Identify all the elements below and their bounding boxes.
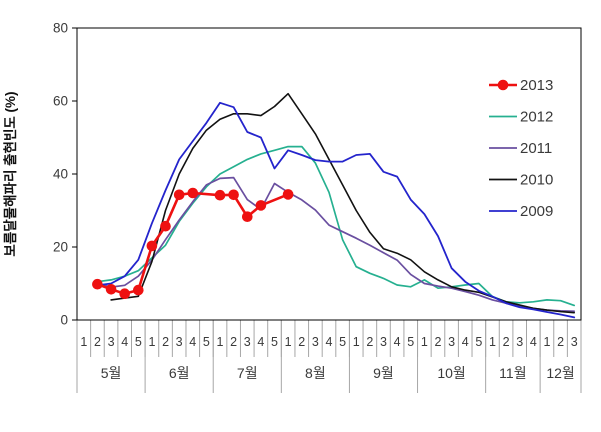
series-2010 bbox=[110, 92, 575, 314]
data-point-marker bbox=[228, 189, 239, 201]
x-tick-label: 2 bbox=[434, 335, 441, 349]
x-tick-label: 2 bbox=[94, 335, 101, 349]
month-label: 7월 bbox=[237, 365, 258, 381]
x-tick-label: 3 bbox=[244, 335, 251, 349]
x-tick-label: 3 bbox=[176, 335, 183, 349]
y-axis: 0 20 40 60 80 bbox=[53, 21, 77, 328]
series-2009 bbox=[96, 101, 576, 319]
x-tick-label: 5 bbox=[203, 335, 210, 349]
x-tick-label: 5 bbox=[339, 335, 346, 349]
y-tick-label: 60 bbox=[53, 94, 68, 109]
x-tick-label: 4 bbox=[257, 335, 264, 349]
x-tick-label: 3 bbox=[448, 335, 455, 349]
month-label: 5월 bbox=[101, 365, 122, 381]
x-tick-label: 1 bbox=[217, 335, 224, 349]
month-label: 8월 bbox=[305, 365, 326, 381]
x-tick-label: 4 bbox=[326, 335, 333, 349]
data-point-marker bbox=[255, 200, 267, 211]
x-tick-label: 1 bbox=[489, 335, 496, 349]
month-label: 10월 bbox=[437, 365, 465, 381]
x-tick-label: 1 bbox=[421, 335, 428, 349]
x-tick-label: 4 bbox=[121, 335, 128, 349]
y-tick-label: 40 bbox=[53, 167, 68, 182]
data-point-marker bbox=[105, 284, 117, 295]
x-tick-label: 3 bbox=[108, 335, 115, 349]
data-point-marker bbox=[92, 278, 103, 290]
x-tick-label: 1 bbox=[353, 335, 360, 349]
series-line-2009 bbox=[96, 101, 576, 319]
y-axis-title: 보름달물해파리 출현빈도 (%) bbox=[2, 91, 18, 256]
x-tick-label: 2 bbox=[230, 335, 237, 349]
series-line-2011 bbox=[96, 176, 576, 313]
data-point-marker bbox=[187, 187, 199, 199]
data-point-marker bbox=[282, 189, 294, 200]
legend-label: 2013 bbox=[520, 77, 553, 94]
series-line-2010 bbox=[110, 92, 575, 314]
x-tick-label: 4 bbox=[394, 335, 401, 349]
x-tick-label: 1 bbox=[148, 335, 155, 349]
x-tick-label: 2 bbox=[366, 335, 373, 349]
x-tick-label: 1 bbox=[285, 335, 292, 349]
x-tick-label: 3 bbox=[516, 335, 523, 349]
x-tick-label: 1 bbox=[80, 335, 87, 349]
x-tick-label: 3 bbox=[380, 335, 387, 349]
series-2013 bbox=[92, 187, 294, 300]
month-label: 6월 bbox=[169, 365, 190, 381]
legend-swatch-marker bbox=[497, 79, 509, 91]
legend-label: 2012 bbox=[520, 109, 553, 126]
x-tick-label: 5 bbox=[271, 335, 278, 349]
legend-item-2012: 2012 bbox=[489, 109, 553, 126]
x-tick-label: 2 bbox=[162, 335, 169, 349]
data-point-marker bbox=[242, 211, 253, 222]
plot-border bbox=[76, 27, 582, 321]
x-tick-label: 4 bbox=[530, 335, 537, 349]
x-tick-label: 3 bbox=[312, 335, 319, 349]
x-tick-label: 5 bbox=[475, 335, 482, 349]
data-point-marker bbox=[214, 189, 226, 201]
y-tick-label: 0 bbox=[60, 313, 68, 328]
data-point-marker bbox=[133, 284, 144, 296]
x-tick-label: 2 bbox=[298, 335, 305, 349]
x-tick-label: 2 bbox=[503, 335, 510, 349]
month-label: 12월 bbox=[546, 365, 574, 381]
legend-item-2013: 2013 bbox=[489, 77, 553, 94]
data-point-marker bbox=[146, 240, 158, 252]
data-point-marker bbox=[160, 220, 171, 232]
legend-label: 2010 bbox=[520, 172, 553, 189]
legend-item-2011: 2011 bbox=[489, 140, 552, 157]
x-tick-label: 1 bbox=[543, 335, 550, 349]
series-2011 bbox=[96, 176, 576, 313]
x-tick-label: 4 bbox=[189, 335, 196, 349]
x-tick-label: 5 bbox=[135, 335, 142, 349]
x-tick-label: 5 bbox=[407, 335, 414, 349]
x-tick-label: 4 bbox=[462, 335, 469, 349]
legend-label: 2011 bbox=[520, 140, 552, 157]
month-label: 9월 bbox=[373, 365, 394, 381]
y-tick-label: 80 bbox=[53, 21, 68, 36]
data-point-marker bbox=[119, 288, 130, 300]
legend-item-2009: 2009 bbox=[489, 203, 553, 220]
legend-item-2010: 2010 bbox=[489, 172, 553, 189]
data-point-marker bbox=[173, 189, 185, 201]
y-tick-label: 20 bbox=[53, 240, 68, 255]
legend: 2013 2012 2011 2010 2009 bbox=[489, 77, 553, 220]
x-tick-label: 2 bbox=[557, 335, 564, 349]
month-label: 11월 bbox=[499, 365, 526, 381]
x-tick-label: 3 bbox=[571, 335, 578, 349]
legend-label: 2009 bbox=[520, 203, 553, 220]
